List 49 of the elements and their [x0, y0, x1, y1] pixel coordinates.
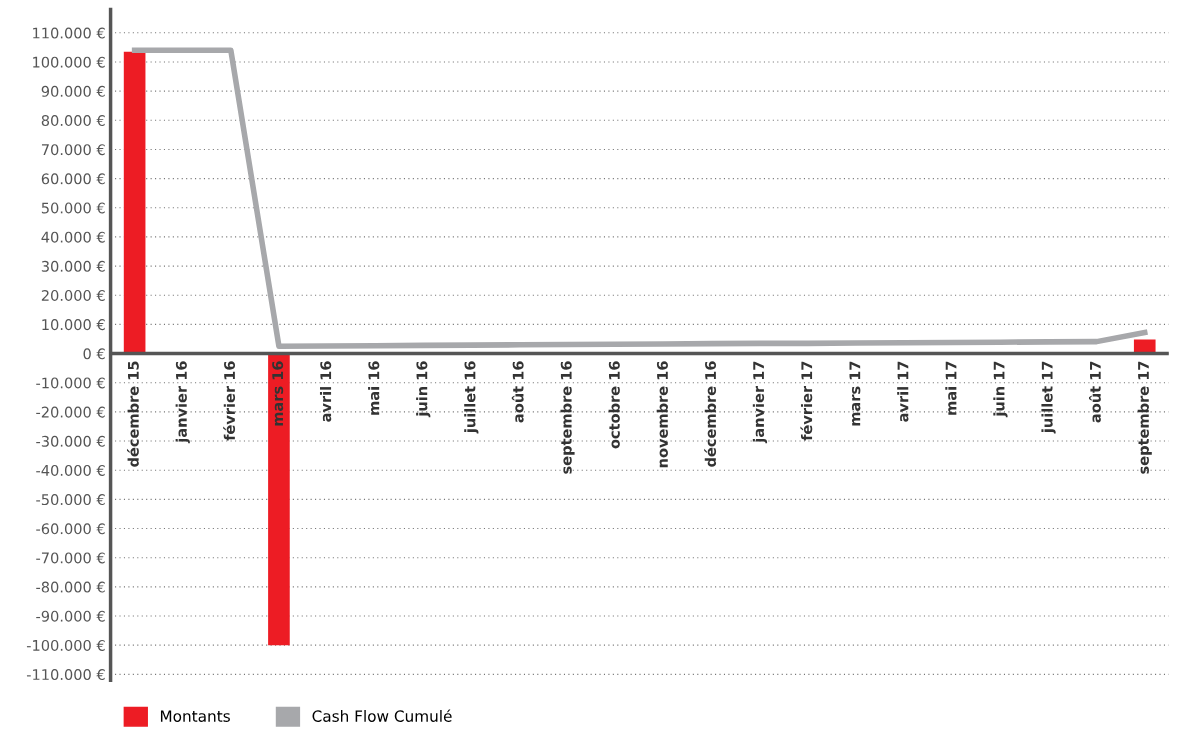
x-tick-label: juillet 16 [464, 361, 479, 434]
bar [123, 51, 146, 354]
x-tick-label: mai 16 [368, 361, 380, 415]
y-tick-label: 20.000 € [41, 289, 105, 301]
y-tick-label: 70.000 € [41, 144, 105, 156]
x-tick-label: octobre 16 [608, 361, 620, 449]
x-tick-label: mars 17 [849, 361, 861, 426]
y-tick-label: 80.000 € [41, 115, 105, 127]
y-tick-label: 110.000 € [33, 27, 105, 39]
y-tick-label: -100.000 € [26, 639, 105, 651]
y-tick-label: -70.000 € [36, 552, 105, 564]
y-tick-label: 50.000 € [41, 202, 105, 214]
legend-label: Cash Flow Cumulé [312, 709, 452, 722]
x-tick-label: janvier 17 [752, 361, 768, 444]
y-tick-label: 60.000 € [41, 173, 105, 185]
x-tick-label: mai 17 [945, 361, 957, 415]
y-tick-label: -20.000 € [36, 406, 105, 418]
y-tick-label: -50.000 € [36, 494, 105, 506]
y-tick-label: 100.000 € [33, 56, 105, 68]
x-tick-label: avril 16 [319, 361, 332, 422]
x-tick-label: juin 17 [993, 361, 1008, 418]
y-tick-label: -110.000 € [26, 669, 105, 681]
x-tick-label: juillet 17 [1041, 361, 1056, 434]
x-tick-label: décembre 15 [126, 361, 139, 467]
x-tick-label: novembre 16 [656, 361, 668, 468]
bar [268, 353, 290, 646]
y-tick-label: -40.000 € [36, 464, 105, 476]
x-tick-label: février 17 [800, 361, 813, 441]
x-tick-label: février 16 [223, 361, 236, 441]
x-tick-label: août 17 [1089, 361, 1101, 423]
y-tick-label: -80.000 € [36, 581, 105, 593]
y-tick-label: 90.000 € [41, 85, 105, 97]
x-tick-label: septembre 17 [1137, 361, 1152, 474]
y-tick-label: 40.000 € [41, 231, 105, 243]
x-tick-label: décembre 16 [704, 361, 717, 467]
x-tick-label: septembre 16 [560, 361, 575, 474]
y-tick-label: 0 € [83, 348, 105, 360]
y-tick-label: 10.000 € [42, 319, 105, 331]
y-tick-label: -30.000 € [36, 435, 105, 447]
y-tick-label: 30.000 € [41, 260, 105, 272]
x-tick-label: mars 16 [272, 361, 284, 426]
x-tick-label: août 16 [511, 361, 524, 423]
y-tick-label: -90.000 € [36, 610, 105, 622]
legend-label: Montants [160, 710, 230, 722]
x-tick-label: avril 17 [897, 361, 909, 422]
x-tick-label: janvier 16 [175, 361, 190, 444]
y-tick-label: -10.000 € [36, 377, 105, 389]
y-tick-label: -60.000 € [36, 523, 105, 535]
x-tick-label: juin 16 [416, 361, 431, 418]
